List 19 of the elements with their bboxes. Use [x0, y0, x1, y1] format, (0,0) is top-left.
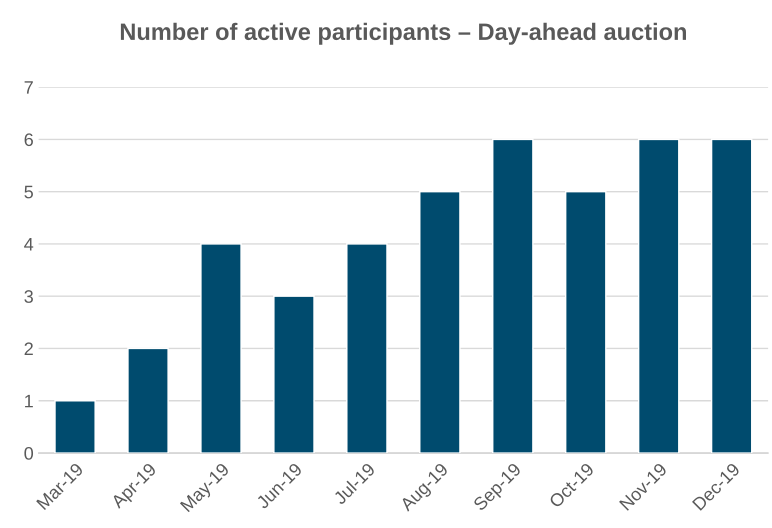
bar — [127, 348, 169, 454]
bar — [492, 138, 534, 454]
bar — [200, 243, 242, 454]
y-tick-label: 4 — [24, 238, 34, 250]
chart-title: Number of active participants – Day-ahead auction — [120, 22, 686, 45]
bar — [54, 400, 96, 454]
y-tick-label: 3 — [24, 290, 33, 303]
bar — [710, 138, 752, 454]
bar — [638, 138, 680, 454]
y-tick-label: 0 — [24, 446, 34, 460]
bar — [419, 190, 461, 454]
y-tick-label: 7 — [24, 81, 33, 94]
bar — [565, 190, 607, 454]
y-tick-label: 6 — [24, 133, 33, 146]
bar — [273, 296, 315, 454]
y-tick-label: 2 — [24, 342, 33, 356]
y-tick-label: 5 — [24, 186, 33, 198]
y-tick-label: 1 — [25, 394, 33, 408]
bar — [346, 243, 388, 454]
